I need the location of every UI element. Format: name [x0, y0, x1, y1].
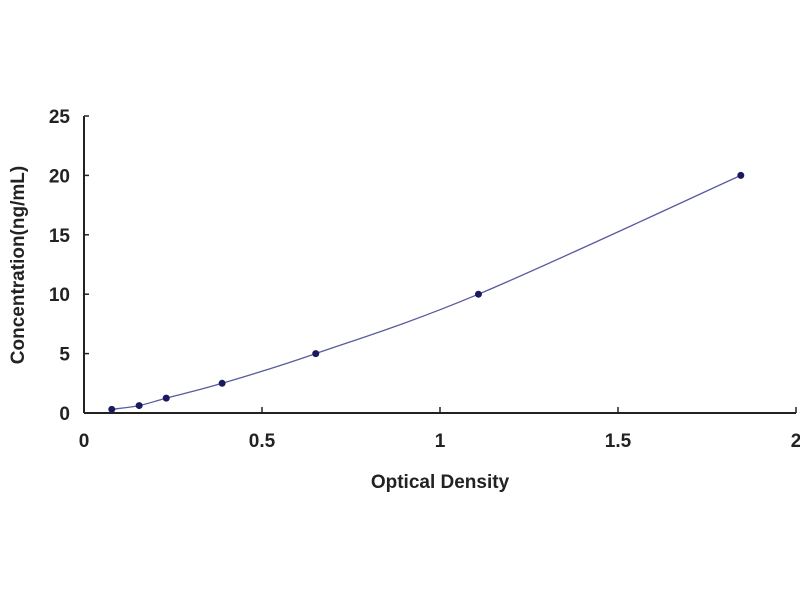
x-tick-label: 2 — [791, 431, 800, 452]
axes — [83, 115, 797, 414]
data-point — [135, 402, 143, 410]
y-tick-label: 0 — [59, 404, 70, 425]
x-tick-label: 0.5 — [249, 431, 276, 452]
y-tick-label: 25 — [49, 107, 71, 128]
x-tick-label: 1 — [435, 431, 446, 452]
data-point — [474, 290, 482, 298]
y-tick-label: 10 — [49, 285, 70, 306]
data-point — [218, 379, 226, 387]
y-axis-label: Concentration(ng/mL) — [8, 166, 29, 364]
data-point — [108, 405, 116, 413]
data-points — [108, 171, 745, 413]
data-point — [312, 350, 320, 358]
y-tick-label: 5 — [59, 345, 70, 366]
y-tick-label: 15 — [49, 226, 71, 247]
data-point — [162, 394, 170, 402]
data-point — [737, 171, 745, 179]
fit-curve — [111, 174, 742, 410]
y-tick-label: 20 — [49, 166, 70, 187]
x-tick-label: 1.5 — [605, 431, 632, 452]
x-axis-label: Optical Density — [371, 472, 510, 493]
x-tick-label: 0 — [79, 431, 90, 452]
